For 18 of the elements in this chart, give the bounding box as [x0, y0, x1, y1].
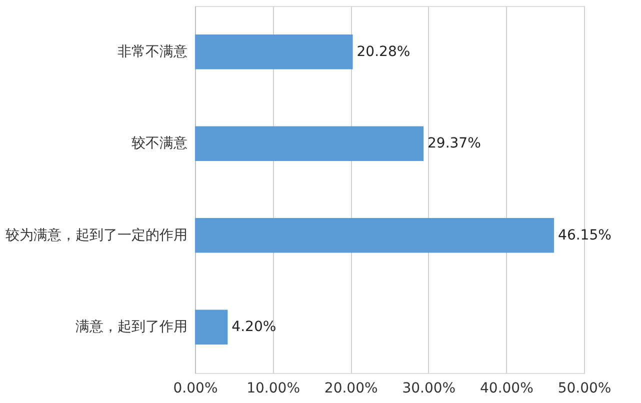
y-tick-label: 较不满意	[132, 136, 188, 152]
x-tick-label: 30.00%	[402, 380, 456, 396]
bar	[195, 218, 554, 253]
x-tick-label: 10.00%	[246, 380, 300, 396]
data-label: 4.20%	[232, 319, 276, 336]
y-tick-label: 满意，起到了作用	[76, 319, 188, 336]
x-tick-label: 20.00%	[324, 380, 378, 396]
bar	[195, 34, 353, 70]
x-tick-label: 40.00%	[480, 380, 534, 396]
data-label: 29.37%	[428, 136, 481, 152]
y-tick-label: 非常不满意	[118, 44, 188, 60]
x-tick-label: 50.00%	[558, 380, 612, 396]
x-tick-label: 0.00%	[173, 380, 218, 396]
bar	[195, 310, 228, 345]
y-tick-label: 较为满意，起到了一定的作用	[6, 227, 188, 244]
data-label: 20.28%	[356, 44, 410, 60]
bar	[195, 126, 424, 162]
data-label: 46.15%	[558, 227, 612, 244]
